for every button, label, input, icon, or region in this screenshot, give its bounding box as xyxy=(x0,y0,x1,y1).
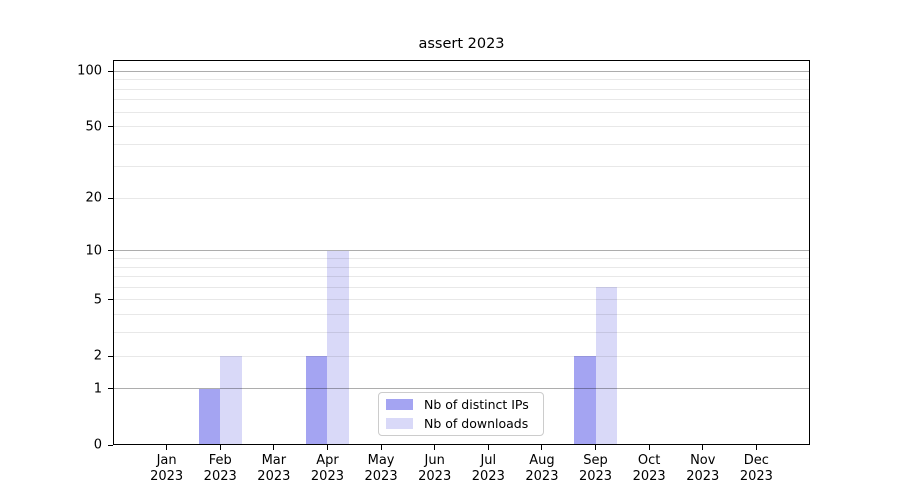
x-tick-year: 2023 xyxy=(150,469,184,484)
x-tick-mark xyxy=(648,445,650,450)
x-tick-month: Jul xyxy=(480,453,497,468)
y-tick-label: 1 xyxy=(93,381,102,397)
x-tick-label: Jan 2023 xyxy=(135,453,199,485)
grid-line-major xyxy=(113,70,810,72)
x-tick-label: May 2023 xyxy=(349,453,413,485)
x-tick-year: 2023 xyxy=(632,469,666,484)
x-tick-year: 2023 xyxy=(418,469,452,484)
x-tick-label: Jun 2023 xyxy=(403,453,467,485)
legend-label-downloads: Nb of downloads xyxy=(424,416,529,431)
bar-nb-of-distinct-ips xyxy=(574,356,596,445)
x-tick-year: 2023 xyxy=(525,469,559,484)
x-tick-month: Apr xyxy=(316,453,339,468)
x-tick-month: Jan xyxy=(156,453,177,468)
grid-line-major xyxy=(113,388,810,390)
x-tick-label: Oct 2023 xyxy=(617,453,681,485)
x-tick-month: Mar xyxy=(261,453,287,468)
grid-line-minor xyxy=(113,79,810,81)
x-tick-mark xyxy=(595,445,597,450)
grid-line-minor xyxy=(113,276,810,278)
x-tick-mark xyxy=(273,445,275,450)
x-tick-mark xyxy=(541,445,543,450)
grid-line-minor xyxy=(113,332,810,334)
grid-line-minor xyxy=(113,166,810,168)
grid-line-major xyxy=(113,250,810,252)
grid-line-minor xyxy=(113,299,810,301)
grid-line-minor xyxy=(113,88,810,90)
grid-line-minor xyxy=(113,355,810,357)
x-tick-year: 2023 xyxy=(686,469,720,484)
grid-line-minor xyxy=(113,143,810,145)
y-tick-label: 0 xyxy=(93,437,102,453)
x-tick-month: Feb xyxy=(208,453,232,468)
x-tick-label: Mar 2023 xyxy=(242,453,306,485)
x-tick-year: 2023 xyxy=(578,469,613,484)
x-tick-year: 2023 xyxy=(471,469,505,484)
x-tick-label: Feb 2023 xyxy=(188,453,252,485)
grid-line-minor xyxy=(113,126,810,128)
x-tick-mark xyxy=(755,445,757,450)
grid-line-minor xyxy=(113,314,810,316)
bar-nb-of-downloads xyxy=(595,287,617,445)
grid-line-minor xyxy=(113,197,810,199)
grid-line-minor xyxy=(113,286,810,288)
x-tick-month: Jun xyxy=(424,453,445,468)
x-tick-year: 2023 xyxy=(310,469,344,484)
legend-swatch-downloads xyxy=(386,418,413,429)
legend-swatch-distinct-ips xyxy=(386,399,413,410)
bar-nb-of-downloads xyxy=(327,250,349,445)
grid-line-minor xyxy=(113,258,810,259)
chart-title: assert 2023 xyxy=(418,36,505,52)
x-tick-year: 2023 xyxy=(257,469,291,484)
plot-area xyxy=(113,60,810,445)
grid-line-minor xyxy=(113,99,810,101)
bar-nb-of-distinct-ips xyxy=(198,388,221,445)
x-tick-month: Oct xyxy=(637,453,661,468)
x-tick-year: 2023 xyxy=(203,469,237,484)
x-tick-label: Nov 2023 xyxy=(671,453,735,485)
x-tick-mark xyxy=(702,445,704,450)
legend-item-downloads: Nb of downloads xyxy=(386,416,536,432)
bar-nb-of-downloads xyxy=(220,356,242,445)
legend-item-distinct-ips: Nb of distinct IPs xyxy=(386,397,536,413)
y-tick-label: 20 xyxy=(85,190,102,206)
x-tick-month: Sep xyxy=(583,453,608,468)
x-tick-label: Dec 2023 xyxy=(724,453,788,485)
x-tick-month: Aug xyxy=(529,453,555,468)
x-tick-year: 2023 xyxy=(364,469,398,484)
x-tick-mark xyxy=(434,445,436,450)
grid-line-minor xyxy=(113,111,810,113)
x-tick-month: May xyxy=(367,453,395,468)
x-tick-month: Nov xyxy=(690,453,716,468)
x-tick-label: Jul 2023 xyxy=(456,453,520,485)
x-tick-mark xyxy=(219,445,221,450)
x-tick-year: 2023 xyxy=(739,469,773,484)
x-tick-label: Aug 2023 xyxy=(510,453,574,485)
x-tick-label: Sep 2023 xyxy=(564,453,628,485)
legend-label-distinct-ips: Nb of distinct IPs xyxy=(424,397,529,412)
legend: Nb of distinct IPs Nb of downloads xyxy=(378,392,544,436)
y-tick-label: 2 xyxy=(93,348,102,364)
y-tick-label: 100 xyxy=(77,63,102,79)
bar-nb-of-distinct-ips xyxy=(306,356,328,445)
y-tick-label: 10 xyxy=(85,243,102,259)
y-tick-label: 5 xyxy=(93,292,102,308)
y-tick-label: 50 xyxy=(85,119,102,135)
x-tick-mark xyxy=(166,445,168,450)
grid-line-minor xyxy=(113,266,810,268)
x-tick-month: Dec xyxy=(743,453,769,468)
x-tick-mark xyxy=(487,445,489,450)
x-tick-label: Apr 2023 xyxy=(295,453,359,485)
x-tick-mark xyxy=(326,445,328,450)
x-tick-mark xyxy=(380,445,382,450)
